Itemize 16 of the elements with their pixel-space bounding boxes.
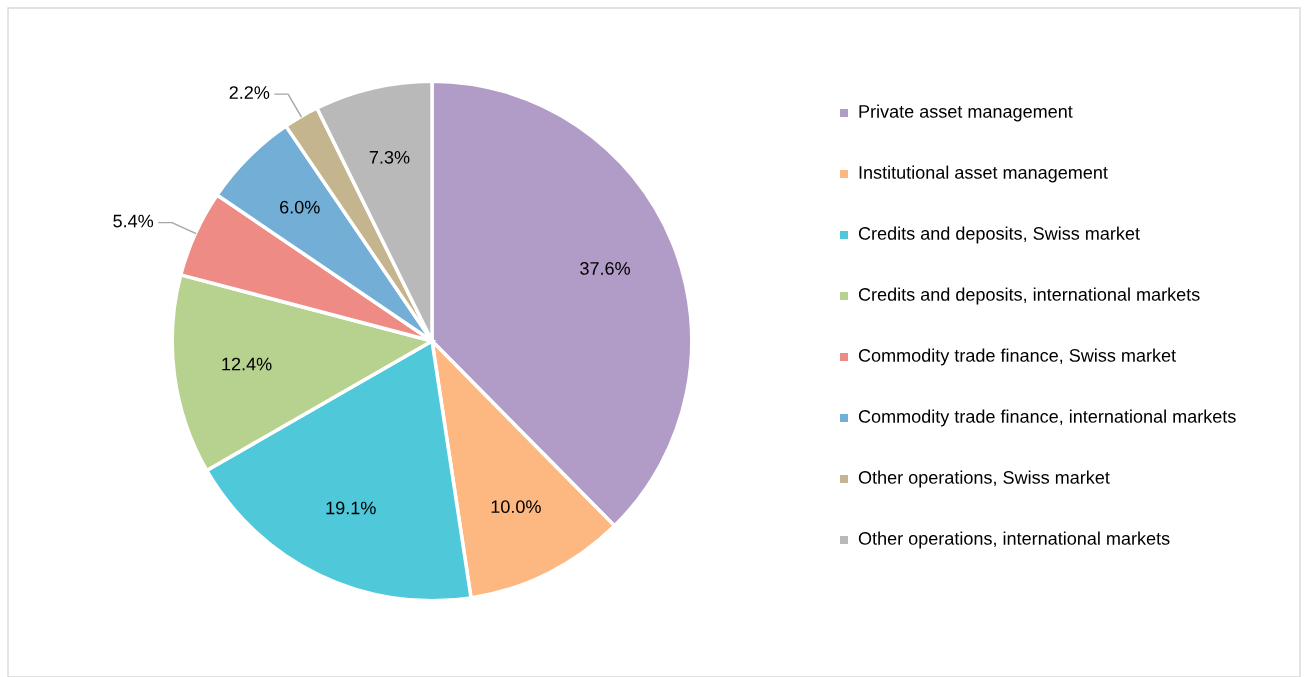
legend-label: Other operations, Swiss market: [858, 470, 1110, 488]
data-label: 6.0%: [280, 200, 320, 214]
legend-label: Credits and deposits, international markets: [858, 287, 1200, 305]
legend-label: Private asset management: [859, 104, 1073, 122]
legend-label: Institutional asset management: [859, 165, 1108, 183]
legend-label: Commodity trade finance, international markets: [858, 409, 1236, 427]
data-label: 7.3%: [369, 150, 410, 164]
data-label: 37.6%: [580, 262, 630, 275]
data-label: 5.4%: [113, 214, 154, 228]
data-label: 10.0%: [491, 500, 541, 514]
legend-label: Commodity trade finance, Swiss market: [858, 348, 1176, 366]
data-label: 12.4%: [222, 357, 272, 371]
data-label: 2.2%: [229, 86, 270, 99]
data-label: 19.1%: [326, 501, 376, 515]
legend-label: Other operations, international markets: [858, 531, 1170, 549]
legend-label: Credits and deposits, Swiss market: [858, 226, 1140, 244]
